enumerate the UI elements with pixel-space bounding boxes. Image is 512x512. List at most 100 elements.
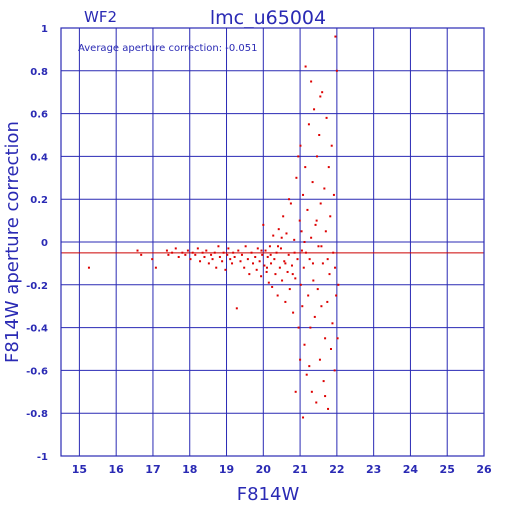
data-point [319,202,322,205]
data-point [281,279,284,282]
data-point [318,358,321,361]
data-point [246,258,249,261]
data-point [227,247,230,250]
data-point [328,273,331,276]
data-point [324,230,327,233]
data-point [203,255,206,258]
data-point [327,166,330,169]
data-point [318,134,321,136]
x-tick-label: 25 [440,463,455,476]
data-point [189,258,192,261]
y-tick-label: -0.4 [26,324,48,335]
y-tick-label: -1 [37,452,48,463]
data-point [284,300,287,303]
data-point [287,253,290,256]
y-tick-labels: -1 -0.8 -0.6 -0.4 -0.2 0 0.2 0.4 0.6 0.8 1 [26,24,48,463]
data-point [289,202,292,205]
y-tick-label: 1 [41,24,48,35]
data-point [310,236,313,239]
data-point [250,251,253,254]
average-correction-annotation: Average aperture correction: -0.051 [78,43,258,54]
data-point [274,273,277,276]
data-point [283,260,286,263]
data-point [336,337,339,340]
data-point [231,262,234,265]
x-tick-label: 16 [109,463,125,476]
data-point [167,253,170,256]
y-axis-label: F814W aperture correction [2,121,23,363]
data-point [333,369,336,372]
y-tick-label: 0.4 [30,152,48,163]
data-point [302,416,305,419]
data-point [201,251,204,254]
data-point [310,390,313,393]
x-tick-label: 20 [256,463,272,476]
data-point [332,193,335,196]
data-point [320,305,323,308]
data-point [271,285,274,288]
data-point [265,266,268,269]
data-point [321,91,324,94]
data-point [308,365,311,368]
data-point [299,358,302,361]
data-point [282,215,285,218]
data-point [244,245,247,248]
x-tick-label: 19 [219,463,234,476]
data-point [304,166,307,169]
data-point [300,230,303,233]
data-point [330,144,333,147]
data-point [316,288,319,291]
data-point [255,268,258,271]
data-point [326,258,329,261]
x-axis-label: F814W [237,484,300,505]
data-point [337,283,340,286]
data-point [332,251,335,254]
data-point [277,228,280,231]
data-point [326,300,329,303]
y-tick-label: -0.6 [26,366,48,377]
y-tick-label: 0.6 [30,110,48,121]
data-point [310,80,313,83]
chip-label: WF2 [84,8,117,26]
data-point [304,251,307,254]
data-point [151,258,154,261]
data-point [299,144,302,147]
data-point [302,266,305,269]
data-point [165,249,168,252]
data-point [294,277,297,280]
data-point [199,260,202,263]
data-point [288,198,291,201]
data-point [260,249,263,252]
data-point [313,108,316,111]
data-point [321,262,324,265]
data-point [307,123,310,126]
data-point [308,258,311,261]
data-point [211,258,214,261]
data-point [171,251,174,254]
data-point [315,401,318,404]
data-point [311,262,314,265]
data-point [252,262,255,265]
data-point [306,208,309,211]
x-tick-label: 22 [329,463,344,476]
data-point [277,245,280,248]
data-point [210,253,213,256]
data-point [269,253,272,256]
data-point [335,294,338,297]
data-point [272,234,275,237]
data-point [232,251,235,254]
data-point [174,247,177,250]
data-point [327,407,330,410]
data-point [205,249,208,252]
data-point [297,155,300,158]
data-point [273,258,276,261]
data-point [275,251,278,254]
data-point [237,249,240,252]
data-point [331,322,334,325]
data-point [233,255,236,258]
data-point [293,251,296,254]
data-point [218,255,221,258]
data-point [213,251,216,254]
data-point [226,253,229,256]
